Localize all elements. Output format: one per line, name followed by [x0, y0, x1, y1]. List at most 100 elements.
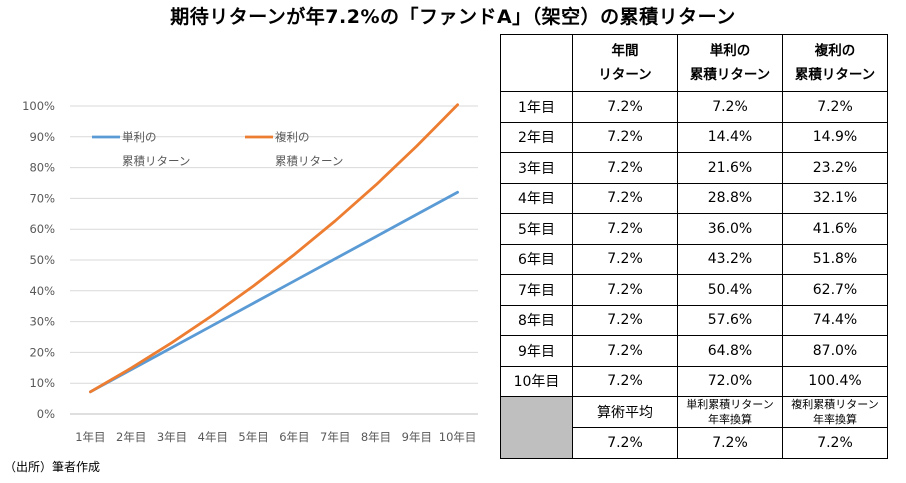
summary-value-row: 7.2% 7.2% 7.2%: [501, 427, 888, 459]
row-value-cell: 64.8%: [677, 335, 783, 367]
row-value-cell: 7.2%: [677, 91, 783, 123]
table-row: 5年目 7.2% 36.0% 41.6%: [500, 213, 888, 245]
x-tick-label: 9年目: [402, 430, 432, 444]
y-tick-label: 0%: [37, 407, 55, 421]
x-tick-label: 10年目: [439, 430, 477, 444]
summary-label-line: 算術平均: [597, 405, 653, 421]
row-value-cell: 7.2%: [572, 121, 678, 153]
y-tick-label: 10%: [29, 376, 55, 390]
row-value-cell: 62.7%: [782, 274, 888, 306]
x-tick-label: 3年目: [157, 430, 187, 444]
summary-gray-cell: [500, 396, 573, 459]
row-value-cell: 87.0%: [782, 335, 888, 367]
x-tick-label: 7年目: [320, 430, 350, 444]
row-year-cell: 10年目: [500, 365, 573, 397]
y-tick-label: 100%: [22, 99, 55, 113]
row-value-cell: 7.2%: [572, 335, 678, 367]
row-value-cell: 23.2%: [782, 152, 888, 184]
row-year-cell: 7年目: [500, 274, 573, 306]
row-value-cell: 36.0%: [677, 213, 783, 245]
header-line: 単利の: [709, 43, 751, 59]
row-value-cell: 14.4%: [677, 121, 783, 153]
header-line: 年間: [611, 43, 639, 59]
chart-svg: 0% 10% 20% 30% 40% 50% 60% 70% 80% 90% 100% 1年目 2年目 3…: [22, 99, 478, 444]
summary-label-arithmetic-mean: 算術平均: [572, 396, 678, 428]
summary-label-line: 年率換算: [708, 413, 752, 426]
row-value-cell: 7.2%: [572, 152, 678, 184]
table-row: 9年目 7.2% 64.8% 87.0%: [500, 335, 888, 367]
row-value-cell: 7.2%: [572, 243, 678, 275]
row-year-cell: 1年目: [500, 91, 573, 123]
row-year-cell: 9年目: [500, 335, 573, 367]
row-value-cell: 74.4%: [782, 304, 888, 336]
row-value-cell: 21.6%: [677, 152, 783, 184]
table-row: 3年目 7.2% 21.6% 23.2%: [500, 152, 888, 184]
row-value-cell: 7.2%: [782, 91, 888, 123]
summary-label-row: 算術平均 単利累積リターン 年率換算 複利累積リターン 年率換算: [500, 396, 888, 459]
row-year-cell: 4年目: [500, 182, 573, 214]
header-compound-cumulative: 複利の 累積リターン: [782, 34, 888, 92]
y-tick-label: 90%: [29, 130, 55, 144]
x-tick-label: 4年目: [198, 430, 228, 444]
y-tick-label: 30%: [29, 315, 55, 329]
row-value-cell: 7.2%: [572, 213, 678, 245]
table-row: 7年目 7.2% 50.4% 62.7%: [500, 274, 888, 306]
row-value-cell: 57.6%: [677, 304, 783, 336]
row-year-cell: 5年目: [500, 213, 573, 245]
summary-label-simple-annualized: 単利累積リターン 年率換算: [677, 396, 783, 428]
row-value-cell: 7.2%: [572, 182, 678, 214]
y-tick-label: 70%: [29, 191, 55, 205]
header-line: 累積リターン: [794, 67, 876, 83]
row-value-cell: 50.4%: [677, 274, 783, 306]
row-value-cell: 41.6%: [782, 213, 888, 245]
y-tick-label: 40%: [29, 284, 55, 298]
table-row: 1年目 7.2% 7.2% 7.2%: [500, 91, 888, 123]
table-row: 2年目 7.2% 14.4% 14.9%: [500, 121, 888, 153]
x-tick-label: 2年目: [116, 430, 146, 444]
header-annual-return: 年間 リターン: [572, 34, 678, 92]
table-row: 10年目 7.2% 72.0% 100.4%: [500, 365, 888, 397]
series-line-compound: [89, 103, 460, 394]
row-value-cell: 7.2%: [572, 365, 678, 397]
header-line: リターン: [598, 67, 652, 83]
row-year-cell: 6年目: [500, 243, 573, 275]
table-header-row: 年間 リターン 単利の 累積リターン 複利の 累積リターン: [500, 34, 888, 92]
header-cell-empty: [500, 34, 573, 92]
row-value-cell: 14.9%: [782, 121, 888, 153]
row-value-cell: 51.8%: [782, 243, 888, 275]
summary-label-compound-annualized: 複利累積リターン 年率換算: [782, 396, 888, 428]
row-value-cell: 43.2%: [677, 243, 783, 275]
x-tick-label: 5年目: [238, 430, 268, 444]
x-tick-label: 6年目: [279, 430, 309, 444]
row-year-cell: 8年目: [500, 304, 573, 336]
table-body: 1年目 7.2% 7.2% 7.2% 2年目 7.2% 14.4% 14.9% 3年目 7.2% 2…: [500, 91, 888, 397]
line-chart: 0% 10% 20% 30% 40% 50% 60% 70% 80% 90% 100% 1年目 2年目 3…: [22, 99, 478, 444]
row-value-cell: 7.2%: [572, 304, 678, 336]
row-year-cell: 2年目: [500, 121, 573, 153]
header-line: 累積リターン: [689, 67, 771, 83]
legend-label: 累積リターン: [122, 154, 190, 168]
table-row: 4年目 7.2% 28.8% 32.1%: [500, 182, 888, 214]
y-tick-label: 20%: [29, 345, 55, 359]
y-tick-label: 60%: [29, 222, 55, 236]
header-line: 複利の: [814, 43, 856, 59]
row-value-cell: 28.8%: [677, 182, 783, 214]
summary-label-line: 単利累積リターン: [686, 398, 774, 411]
header-simple-cumulative: 単利の 累積リターン: [677, 34, 783, 92]
summary-value: 7.2%: [677, 427, 783, 459]
source-note: （出所）筆者作成: [4, 460, 101, 474]
legend-label: 複利の: [275, 130, 310, 144]
summary-value: 7.2%: [572, 427, 678, 459]
data-table: 年間 リターン 単利の 累積リターン 複利の 累積リターン 1年目 7.2% 7.2…: [500, 34, 888, 459]
table-row: 6年目 7.2% 43.2% 51.8%: [500, 243, 888, 275]
row-year-cell: 3年目: [500, 152, 573, 184]
summary-value: 7.2%: [782, 427, 888, 459]
series-line-simple: [89, 190, 460, 394]
y-tick-label: 50%: [29, 253, 55, 267]
row-value-cell: 72.0%: [677, 365, 783, 397]
y-tick-label: 80%: [29, 161, 55, 175]
legend-label: 単利の: [122, 130, 157, 144]
x-tick-label: 1年目: [75, 430, 105, 444]
row-value-cell: 7.2%: [572, 274, 678, 306]
summary-label-line: 複利累積リターン: [791, 398, 879, 411]
